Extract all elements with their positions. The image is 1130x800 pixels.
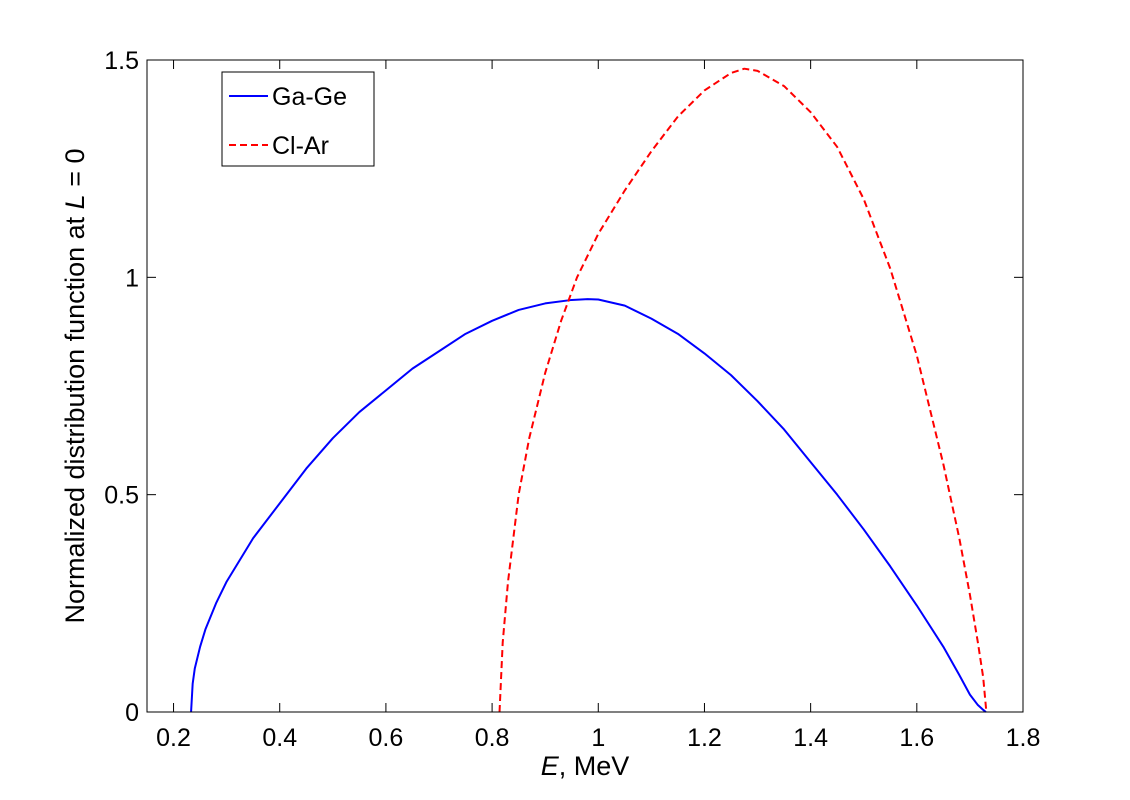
series-layer [190,67,988,713]
x-axis-ticks: 0.2 0.4 0.6 0.8 1 1.2 1.4 1.6 1.8 [156,60,1040,752]
y-tick-label: 1.5 [104,47,139,75]
legend: Ga-Ge Cl-Ar [221,71,375,167]
x-tick-label: 1.6 [899,724,934,752]
x-axis-label: E, MeV [541,751,630,781]
series-line-ga-ge [190,298,987,713]
x-tick-label: 1.4 [793,724,828,752]
y-axis-label: Normalized distribution function at L = … [60,148,90,623]
legend-label-cl-ar: Cl-Ar [272,132,329,160]
x-tick-label: 1.8 [1006,724,1041,752]
x-tick-label: 1 [591,724,605,752]
plot-area [147,60,1023,712]
y-tick-label: 1 [125,264,139,292]
y-tick-label: 0 [125,699,139,727]
x-tick-label: 1.2 [687,724,722,752]
x-tick-label: 0.4 [262,724,297,752]
x-tick-label: 0.2 [156,724,191,752]
series-line-cl-ar [498,67,988,713]
x-tick-label: 0.8 [475,724,510,752]
legend-box [221,71,375,167]
plot-frame [146,59,1024,713]
legend-label-ga-ge: Ga-Ge [272,83,347,111]
y-axis-ticks: 0 0.5 1 1.5 [104,47,1023,727]
y-tick-label: 0.5 [104,482,139,510]
x-tick-label: 0.6 [369,724,404,752]
